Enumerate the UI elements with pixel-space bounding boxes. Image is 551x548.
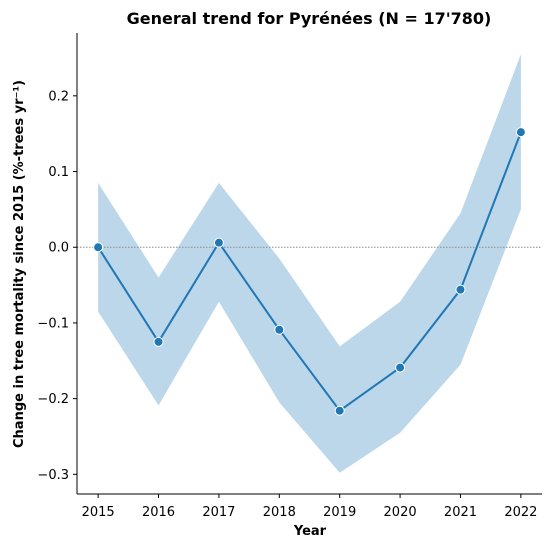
data-point-2020 — [395, 362, 406, 373]
y-tick-label: −0.1 — [37, 316, 69, 331]
y-tick-label: 0.2 — [48, 89, 69, 104]
y-tick-label: −0.3 — [37, 468, 69, 483]
chart-title: General trend for Pyrénées (N = 17'780) — [127, 9, 492, 28]
axes — [76, 33, 542, 495]
y-axis-title: Change in tree mortality since 2015 (%-t… — [12, 80, 27, 448]
x-tick-label: 2020 — [384, 505, 417, 520]
data-point-2018 — [274, 324, 285, 335]
y-tick-label: 0.0 — [48, 241, 69, 256]
x-tick-label: 2021 — [444, 505, 477, 520]
data-point-2016 — [153, 336, 164, 347]
data-point-2019 — [334, 405, 345, 416]
data-point-2022 — [515, 127, 526, 138]
x-tick-label: 2022 — [504, 505, 537, 520]
data-point-layer — [93, 127, 526, 416]
x-tick-label: 2016 — [142, 505, 175, 520]
data-point-2017 — [213, 237, 224, 248]
confidence-band — [98, 54, 521, 473]
y-tick-label: 0.1 — [48, 165, 69, 180]
series-line — [97, 131, 522, 412]
data-point-2021 — [455, 284, 466, 295]
x-tick-label: 2019 — [323, 505, 356, 520]
y-tick-label: −0.2 — [37, 392, 69, 407]
x-tick-label: 2018 — [263, 505, 296, 520]
x-tick-label: 2015 — [82, 505, 115, 520]
x-tick-label: 2017 — [202, 505, 235, 520]
series-line-layer — [97, 131, 522, 412]
data-point-2015 — [93, 242, 104, 253]
confidence-band-layer — [98, 54, 521, 473]
tick-labels: 2015 2016 2017 2018 2019 2020 2021 2022 0.2 0.1 0.… — [37, 89, 537, 520]
x-axis-title: Year — [293, 524, 327, 539]
